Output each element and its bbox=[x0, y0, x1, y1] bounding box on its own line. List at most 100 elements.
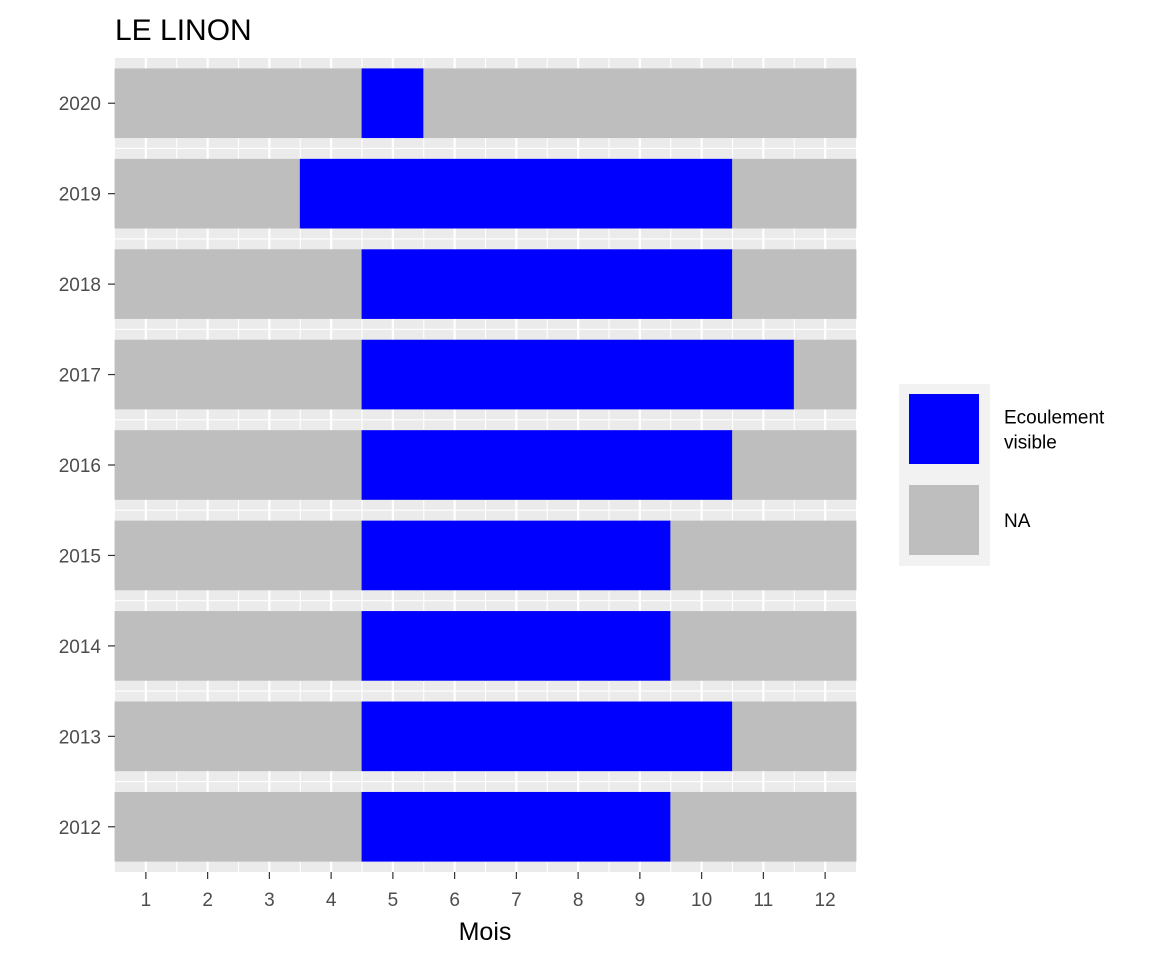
tile-na bbox=[238, 791, 301, 862]
x-tick-label: 1 bbox=[141, 890, 152, 911]
tile-visible bbox=[423, 339, 486, 410]
tile-visible bbox=[423, 520, 486, 591]
y-tick-label: 2017 bbox=[59, 366, 101, 387]
tile-visible bbox=[608, 520, 672, 591]
tile-visible bbox=[546, 430, 610, 500]
tile-na bbox=[670, 520, 733, 591]
tile-visible bbox=[546, 791, 610, 862]
tile-na bbox=[793, 430, 857, 500]
x-tick-label: 4 bbox=[326, 890, 337, 911]
tile-na bbox=[732, 791, 795, 862]
tile-visible bbox=[361, 791, 425, 862]
tile-visible bbox=[670, 339, 733, 410]
legend-label: NA bbox=[1004, 511, 1031, 532]
tile-na bbox=[299, 791, 363, 862]
tile-visible bbox=[485, 791, 548, 862]
tile-na bbox=[793, 249, 857, 319]
tile-na bbox=[176, 339, 239, 410]
tile-na bbox=[732, 520, 795, 591]
tile-na bbox=[238, 158, 301, 229]
tile-visible bbox=[608, 791, 672, 862]
tile-na bbox=[732, 611, 795, 681]
tile-visible bbox=[361, 249, 425, 319]
tile-na bbox=[238, 701, 301, 772]
tile-na bbox=[238, 249, 301, 319]
tile-visible bbox=[361, 611, 425, 681]
y-tick-label: 2014 bbox=[59, 637, 102, 658]
y-tick-label: 2018 bbox=[59, 275, 101, 296]
tile-visible bbox=[670, 430, 733, 500]
x-tick-label: 9 bbox=[635, 890, 646, 911]
tile-visible bbox=[485, 339, 548, 410]
tile-na bbox=[608, 68, 672, 139]
x-tick-label: 3 bbox=[264, 890, 275, 911]
tile-visible bbox=[546, 611, 610, 681]
tile-na bbox=[793, 158, 857, 229]
tile-na bbox=[299, 430, 363, 500]
tile-na bbox=[176, 249, 239, 319]
tile-na bbox=[299, 701, 363, 772]
tile-visible bbox=[608, 249, 672, 319]
tile-na bbox=[732, 430, 795, 500]
tile-na bbox=[670, 791, 733, 862]
tile-visible bbox=[361, 701, 425, 772]
tile-na bbox=[732, 701, 795, 772]
tile-visible bbox=[361, 430, 425, 500]
y-tick-label: 2015 bbox=[59, 546, 101, 567]
tile-visible bbox=[670, 701, 733, 772]
x-tick-label: 5 bbox=[388, 890, 399, 911]
tile-visible bbox=[670, 158, 733, 229]
legend-swatch bbox=[909, 394, 979, 464]
tile-na bbox=[114, 430, 178, 500]
tile-na bbox=[176, 791, 239, 862]
tile-visible bbox=[485, 520, 548, 591]
tile-visible bbox=[423, 611, 486, 681]
tile-visible bbox=[608, 701, 672, 772]
tile-na bbox=[176, 68, 239, 139]
tile-na bbox=[670, 68, 733, 139]
tile-na bbox=[732, 249, 795, 319]
tile-na bbox=[176, 158, 239, 229]
tile-visible bbox=[361, 520, 425, 591]
tile-na bbox=[238, 520, 301, 591]
tile-na bbox=[546, 68, 610, 139]
tile-na bbox=[176, 611, 239, 681]
tile-na bbox=[732, 68, 795, 139]
tile-na bbox=[793, 520, 857, 591]
tile-visible bbox=[423, 430, 486, 500]
y-tick-label: 2012 bbox=[59, 818, 101, 839]
tile-na bbox=[423, 68, 486, 139]
tile-na bbox=[299, 339, 363, 410]
tile-na bbox=[114, 701, 178, 772]
tile-na bbox=[114, 611, 178, 681]
tile-na bbox=[114, 249, 178, 319]
legend-label: Ecoulement bbox=[1004, 408, 1105, 429]
tile-visible bbox=[546, 701, 610, 772]
tile-visible bbox=[608, 611, 672, 681]
legend: Ecoulement visible NA bbox=[899, 384, 1105, 566]
tile-visible bbox=[608, 339, 672, 410]
chart-title: LE LINON bbox=[115, 14, 252, 47]
tile-visible bbox=[485, 158, 548, 229]
tile-visible bbox=[361, 339, 425, 410]
tile-na bbox=[299, 611, 363, 681]
tile-na bbox=[793, 791, 857, 862]
tile-na bbox=[238, 611, 301, 681]
tile-na bbox=[299, 68, 363, 139]
tile-visible bbox=[423, 249, 486, 319]
tile-visible bbox=[361, 158, 425, 229]
tile-visible bbox=[423, 791, 486, 862]
tile-na bbox=[238, 339, 301, 410]
tile-na bbox=[238, 68, 301, 139]
y-tick-label: 2016 bbox=[59, 456, 101, 477]
legend-label: visible bbox=[1004, 433, 1057, 454]
tile-na bbox=[114, 520, 178, 591]
tile-visible bbox=[299, 158, 363, 229]
x-tick-label: 10 bbox=[691, 890, 712, 911]
x-tick-label: 11 bbox=[754, 890, 774, 911]
tile-visible bbox=[670, 249, 733, 319]
tile-na bbox=[732, 158, 795, 229]
x-axis: 1 2 3 4 5 6 7 8 9 10 11 12 bbox=[141, 872, 836, 911]
tile-na bbox=[114, 158, 178, 229]
